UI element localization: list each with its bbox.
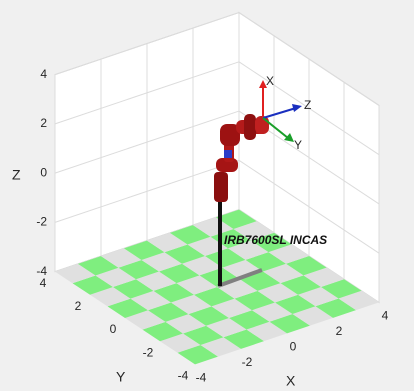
z-axis-label: Z xyxy=(12,167,21,183)
frame-z-label: Z xyxy=(304,98,311,112)
x-axis-label: X xyxy=(286,373,296,389)
z-tick-label: 4 xyxy=(40,67,47,81)
z-tick-label: -4 xyxy=(36,264,47,278)
robot-link xyxy=(214,172,228,202)
frame-y-label: Y xyxy=(294,138,302,152)
robot-joint-marker xyxy=(224,150,232,158)
y-tick-label: 2 xyxy=(75,299,82,313)
x-tick-label: 0 xyxy=(290,340,297,354)
x-tick-label: -4 xyxy=(196,371,207,385)
robot-wrist xyxy=(255,116,269,134)
x-tick-label: 4 xyxy=(382,309,389,323)
annotation: IRB7600SL INCAS xyxy=(224,233,327,247)
z-tick-label: 2 xyxy=(40,116,47,130)
x-tick-label: -2 xyxy=(242,355,253,369)
z-tick-label: 0 xyxy=(40,165,47,179)
y-tick-label: 4 xyxy=(40,276,47,290)
y-tick-label: -2 xyxy=(143,345,154,359)
robot-plot: IRB7600SL INCAS Z Y X -4-2024-4-2024-4-2… xyxy=(0,0,414,391)
x-tick-label: 2 xyxy=(336,324,343,338)
y-tick-label: -4 xyxy=(178,369,189,383)
y-axis-label: Y xyxy=(116,369,126,385)
z-tick-label: -2 xyxy=(36,215,47,229)
frame-x-label: X xyxy=(266,74,274,88)
robot-joint xyxy=(244,114,256,140)
y-tick-label: 0 xyxy=(110,322,117,336)
